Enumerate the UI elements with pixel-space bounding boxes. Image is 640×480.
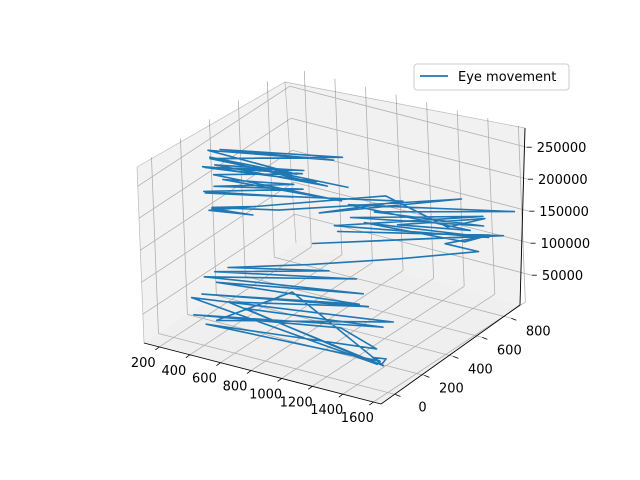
x-tick-mark: [369, 401, 374, 406]
tick-labels: 2004006008001000120014001600020040060080…: [131, 141, 590, 426]
y-tick-label: 400: [468, 362, 493, 377]
x-tick-mark: [216, 362, 221, 366]
grid-y-left: [237, 100, 246, 277]
grid-x-back: [426, 102, 435, 279]
grid-x-floor: [342, 293, 495, 395]
x-tick-label: 1600: [341, 411, 374, 426]
x-tick-mark: [277, 378, 282, 382]
legend-box: [413, 63, 570, 91]
grid-x-floor: [311, 285, 465, 387]
grid-z-left: [137, 85, 290, 187]
grid-x-back: [395, 94, 404, 271]
x-tick-mark: [155, 346, 160, 351]
grid-z-back: [293, 181, 531, 244]
grid-x-back: [487, 118, 496, 295]
x-tick-label: 800: [223, 380, 248, 395]
y-tick-label: 0: [418, 400, 426, 415]
x-axis-line: [143, 342, 382, 405]
grid-z-left: [142, 213, 296, 315]
z-axis-line: [519, 127, 526, 306]
grid-y-floor: [158, 333, 396, 395]
pane-left: [137, 82, 296, 343]
x-tick-mark: [185, 354, 191, 359]
axis-lines: [143, 127, 526, 405]
series-line-eye-movement: [190, 148, 516, 367]
z-tick-label: 150000: [539, 205, 589, 220]
grid-x-back: [517, 126, 526, 303]
x-tick-label: 400: [161, 364, 186, 379]
y-tick-mark: [453, 356, 459, 359]
z-tick-label: 50000: [542, 269, 583, 284]
y-tick-mark: [424, 375, 430, 378]
z-tick-label: 250000: [537, 141, 587, 156]
grid-y-left: [180, 138, 188, 315]
y-tick-label: 600: [497, 343, 522, 358]
x-tick-mark: [338, 393, 344, 398]
legend: Eye movement: [413, 63, 570, 91]
x-tick-mark: [307, 385, 313, 390]
y-tick-mark: [482, 336, 488, 340]
y-tick-mark: [511, 317, 517, 321]
x-tick-label: 200: [131, 356, 156, 371]
grid-x-back: [365, 86, 373, 263]
z-tick-label: 200000: [538, 173, 588, 188]
grid-z-back: [289, 85, 527, 148]
y-axis-line: [380, 304, 521, 405]
z-tick-label: 100000: [541, 237, 591, 252]
pane-back: [285, 82, 525, 305]
y-tick-mark: [395, 394, 401, 397]
y-tick-label: 800: [526, 324, 551, 339]
x-tick-label: 600: [192, 372, 217, 387]
grid-y-floor: [274, 256, 512, 319]
grid-x-floor: [281, 278, 434, 379]
x-tick-mark: [246, 370, 252, 374]
x-tick-label: 1000: [249, 387, 282, 402]
y-tick-label: 200: [439, 381, 464, 396]
grid-z-left: [141, 181, 294, 283]
grid-z-back: [290, 117, 529, 180]
x-tick-label: 1200: [280, 395, 313, 410]
legend-label: Eye movement: [458, 70, 556, 85]
grid-z-back: [294, 213, 532, 276]
x-tick-label: 1400: [310, 403, 343, 418]
grid-y-left: [151, 157, 159, 334]
